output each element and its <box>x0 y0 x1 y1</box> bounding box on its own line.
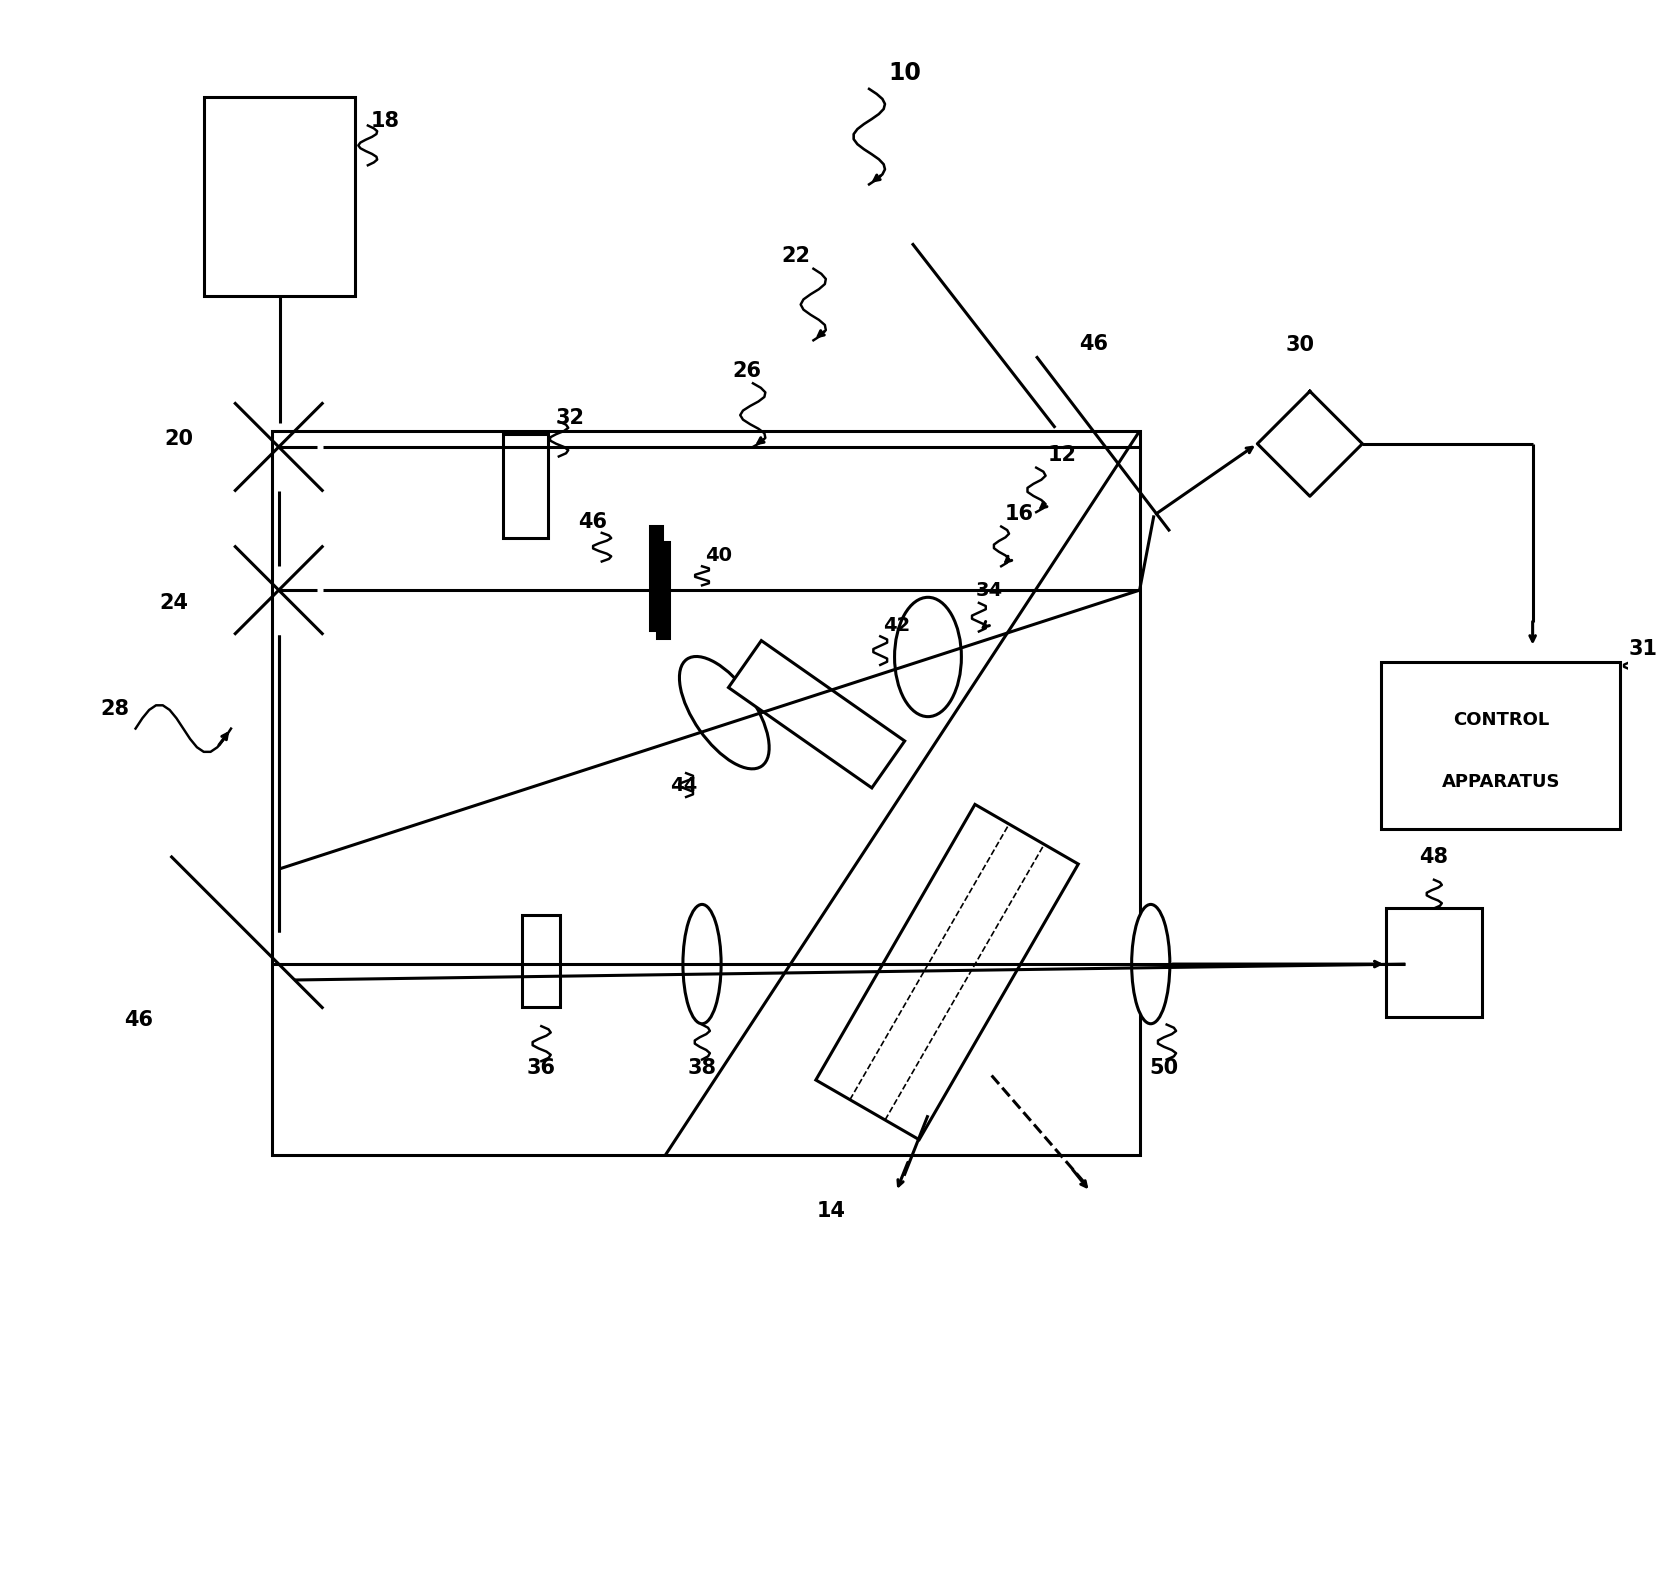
Text: 32: 32 <box>556 408 584 429</box>
Polygon shape <box>815 805 1078 1140</box>
Bar <box>1386 909 1481 1017</box>
Text: 14: 14 <box>815 1200 845 1221</box>
Text: 46: 46 <box>125 1009 153 1030</box>
Text: 36: 36 <box>526 1057 556 1078</box>
Text: 34: 34 <box>975 580 1002 599</box>
Text: 44: 44 <box>671 776 697 795</box>
Text: 24: 24 <box>160 593 188 612</box>
Bar <box>649 526 662 630</box>
Text: 50: 50 <box>1148 1057 1178 1078</box>
Bar <box>503 434 547 537</box>
Ellipse shape <box>1132 904 1170 1023</box>
Text: 40: 40 <box>706 545 732 564</box>
Text: 12: 12 <box>1047 445 1075 465</box>
Bar <box>657 542 669 638</box>
Ellipse shape <box>894 598 960 717</box>
Text: 46: 46 <box>577 512 607 532</box>
Bar <box>1381 662 1619 829</box>
Text: 48: 48 <box>1419 848 1448 867</box>
Text: 10: 10 <box>887 61 920 84</box>
Polygon shape <box>729 641 904 787</box>
Ellipse shape <box>682 904 721 1023</box>
Ellipse shape <box>679 657 769 768</box>
Bar <box>522 915 561 1007</box>
Text: 38: 38 <box>687 1057 716 1078</box>
Bar <box>273 430 1138 1156</box>
Text: 22: 22 <box>780 245 810 266</box>
Text: 31: 31 <box>1627 639 1656 658</box>
Bar <box>205 97 354 296</box>
Text: 16: 16 <box>1003 504 1033 524</box>
Text: 30: 30 <box>1285 335 1315 355</box>
Text: 26: 26 <box>732 360 760 381</box>
Text: APPARATUS: APPARATUS <box>1441 773 1559 791</box>
Text: 18: 18 <box>371 110 399 131</box>
Text: 20: 20 <box>165 429 193 450</box>
Text: CONTROL: CONTROL <box>1451 711 1548 728</box>
Text: 42: 42 <box>884 615 910 634</box>
Text: 28: 28 <box>100 700 130 719</box>
Text: 46: 46 <box>1078 333 1108 354</box>
